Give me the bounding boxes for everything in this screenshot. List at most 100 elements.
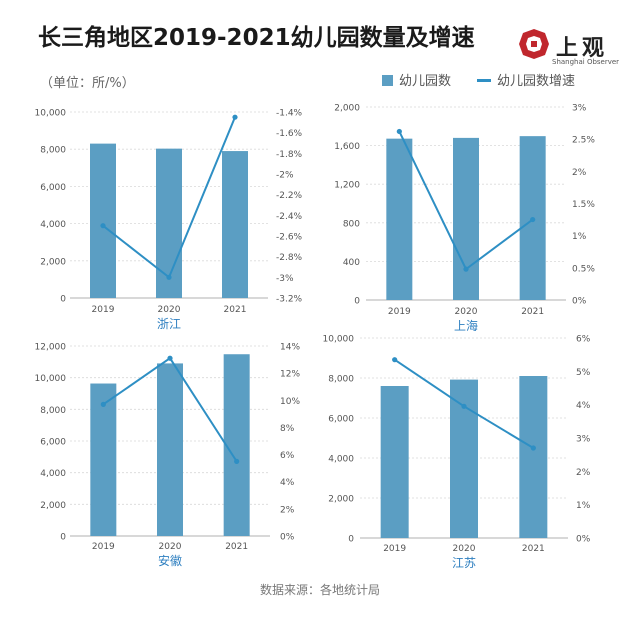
left-tick-label: 2,000: [40, 501, 66, 511]
logo-subtitle: Shanghai Observer: [552, 58, 620, 66]
right-tick-label: 4%: [576, 401, 591, 411]
growth-point-2019: [100, 401, 106, 407]
right-tick-label: 5%: [576, 368, 591, 378]
growth-point-2021: [530, 216, 536, 223]
right-tick-label: -2.8%: [276, 253, 303, 263]
bar-2021: [222, 151, 248, 298]
category-label: 2019: [383, 544, 406, 554]
bar-2020: [157, 363, 183, 536]
growth-point-2021: [232, 114, 238, 120]
right-tick-label: 10%: [280, 397, 300, 407]
source-note: 数据来源：各地统计局: [259, 583, 380, 597]
left-tick-label: 0: [354, 297, 360, 307]
growth-point-2020: [461, 403, 467, 409]
category-label: 2020: [455, 307, 478, 317]
right-tick-label: -1.4%: [276, 109, 303, 119]
left-tick-label: 1,600: [334, 142, 360, 152]
chart-title: 长三角地区2019-2021幼儿园数量及增速: [38, 25, 475, 51]
right-tick-label: -2.4%: [276, 212, 303, 222]
legend-line-label: 幼儿园数增速: [497, 74, 576, 89]
left-tick-label: 10,000: [35, 374, 67, 384]
left-tick-label: 0: [348, 535, 354, 545]
logo: 上观 Shanghai Observer: [518, 28, 628, 68]
category-label: 2020: [158, 305, 181, 315]
right-tick-label: 2.5%: [572, 136, 595, 146]
right-tick-label: 12%: [280, 370, 300, 380]
category-label: 2019: [388, 307, 411, 317]
category-label: 2021: [224, 305, 247, 315]
bar-2020: [450, 379, 478, 538]
logo-mark-icon: [519, 29, 549, 59]
left-tick-label: 6,000: [40, 183, 66, 193]
right-tick-label: 2%: [572, 168, 587, 178]
chart-panel-2: 0 400 800 1,200 1,600 2,000 0% 0.5% 1% 1.5% 2% 2.5%…: [334, 104, 595, 334]
right-tick-label: 0%: [280, 533, 295, 543]
left-tick-label: 8,000: [40, 146, 66, 156]
growth-point-2020: [463, 266, 469, 272]
legend: 幼儿园数 幼儿园数增速: [382, 70, 575, 89]
region-label: 上海: [454, 318, 478, 333]
right-tick-label: 6%: [576, 335, 591, 345]
left-tick-label: 2,000: [334, 104, 360, 114]
left-tick-label: 2,000: [40, 257, 66, 267]
chart-panel-3: 0 2,000 4,000 6,000 8,000 10,000 12,000 0% 2% 4% 6…: [35, 343, 301, 569]
chart-panel-1: 0 2,000 4,000 6,000 8,000 10,000 -3.2% -3% -2.8%…: [35, 109, 303, 332]
left-tick-label: 4,000: [328, 455, 354, 465]
legend-bar-swatch: [382, 75, 393, 86]
region-label: 浙江: [157, 317, 181, 331]
right-tick-label: 0.5%: [572, 264, 595, 274]
growth-point-2021: [234, 458, 240, 464]
right-tick-label: -2.2%: [276, 191, 303, 201]
right-tick-label: 8%: [280, 424, 295, 434]
right-tick-label: 4%: [280, 478, 295, 488]
left-tick-label: 12,000: [35, 343, 67, 353]
category-label: 2019: [92, 305, 115, 315]
region-label: 安徽: [158, 553, 182, 568]
legend-bar-label: 幼儿园数: [399, 74, 452, 89]
growth-point-2019: [392, 357, 398, 363]
logo-name: 上观: [556, 36, 609, 61]
left-tick-label: 2,000: [328, 495, 354, 505]
left-tick-label: 4,000: [40, 220, 66, 230]
legend-line-swatch: [477, 79, 492, 82]
growth-point-2019: [100, 223, 106, 229]
growth-point-2020: [166, 274, 172, 280]
category-label: 2021: [225, 542, 248, 552]
right-tick-label: -2%: [276, 171, 294, 181]
right-tick-label: 6%: [280, 451, 295, 461]
right-tick-label: -1.6%: [276, 129, 303, 139]
left-tick-label: 0: [60, 533, 66, 543]
unit-label: （单位：所/%）: [40, 76, 135, 91]
category-label: 2019: [92, 542, 115, 552]
left-tick-label: 1,200: [334, 181, 360, 191]
right-tick-label: 2%: [280, 505, 295, 515]
left-tick-label: 10,000: [35, 109, 67, 119]
right-tick-label: 1%: [576, 501, 591, 511]
bar-2019: [380, 386, 409, 538]
bar-2020: [453, 137, 479, 300]
bar-2019: [386, 138, 413, 300]
bar-2021: [223, 354, 250, 536]
bar-2020: [156, 148, 182, 298]
growth-point-2020: [167, 355, 173, 361]
growth-point-2021: [530, 445, 536, 451]
bar-2021: [519, 376, 548, 538]
right-tick-label: 2%: [576, 468, 591, 478]
right-tick-label: 0%: [576, 535, 591, 545]
right-tick-label: -3.2%: [276, 295, 303, 305]
left-tick-label: 4,000: [40, 469, 66, 479]
right-tick-label: -3%: [276, 274, 294, 284]
bar-2019: [90, 143, 116, 298]
bar-2019: [90, 383, 117, 536]
right-tick-label: 1.5%: [572, 200, 595, 210]
left-tick-label: 0: [60, 295, 66, 305]
left-tick-label: 400: [343, 258, 360, 268]
right-tick-label: -1.8%: [276, 150, 303, 160]
chart-panel-4: 0 2,000 4,000 6,000 8,000 10,000 0% 1% 2% 3% 4% 5% 6…: [323, 335, 591, 571]
region-label: 江苏: [452, 556, 476, 570]
left-tick-label: 8,000: [328, 375, 354, 385]
left-tick-label: 6,000: [40, 438, 66, 448]
right-tick-label: -2.6%: [276, 233, 303, 243]
category-label: 2020: [453, 544, 476, 554]
